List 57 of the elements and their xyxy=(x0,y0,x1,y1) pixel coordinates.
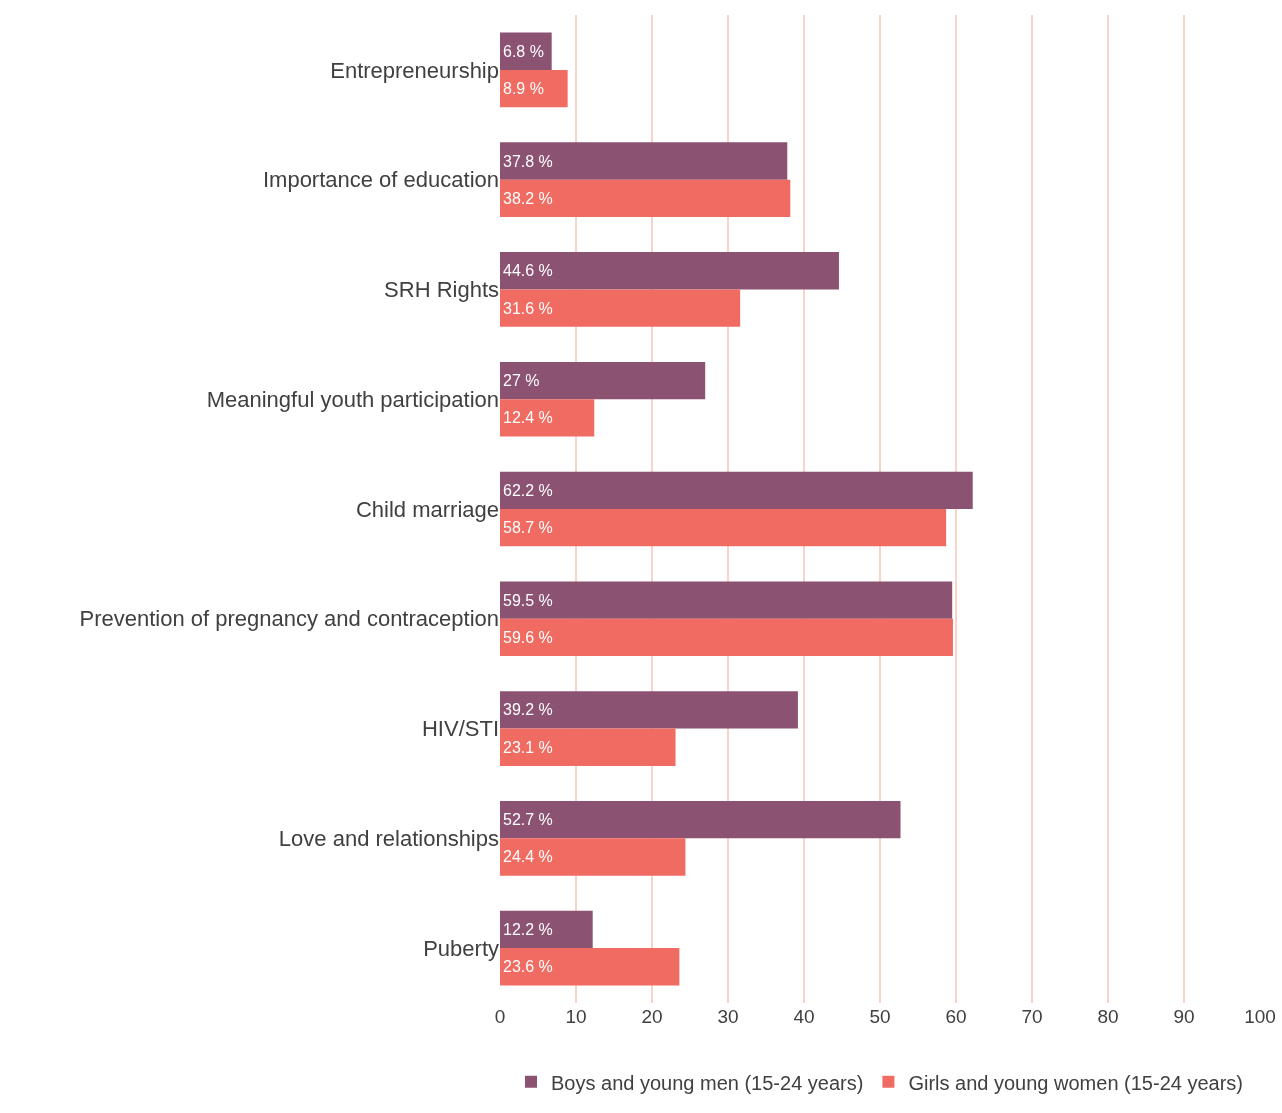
y-tick-label: Love and relationships xyxy=(278,826,499,852)
data-label: 12.4 % xyxy=(503,409,553,427)
y-tick-label: Meaningful youth participation xyxy=(206,386,499,412)
data-label: 59.6 % xyxy=(503,628,553,646)
x-tick-label: 30 xyxy=(717,1006,739,1027)
x-tick-label: 10 xyxy=(565,1006,587,1027)
data-label: 8.9 % xyxy=(503,80,544,98)
x-tick-label: 100 xyxy=(1244,1006,1276,1027)
bar xyxy=(500,948,680,986)
data-label: 59.5 % xyxy=(503,591,553,609)
y-tick-label: Importance of education xyxy=(262,167,499,193)
bar xyxy=(500,910,593,949)
y-tick-label: HIV/STI xyxy=(421,716,499,742)
x-tick-label: 80 xyxy=(1097,1006,1119,1027)
data-label: 44.6 % xyxy=(503,262,553,280)
bar xyxy=(500,289,741,327)
x-tick-label: 90 xyxy=(1173,1006,1195,1027)
bar xyxy=(500,142,788,180)
bar xyxy=(500,509,947,547)
bar xyxy=(500,179,791,217)
bar xyxy=(500,471,973,509)
bar xyxy=(500,838,686,876)
data-label: 24.4 % xyxy=(503,848,553,866)
data-label: 52.7 % xyxy=(503,811,553,829)
data-label: 58.7 % xyxy=(503,519,553,537)
data-label: 39.2 % xyxy=(503,701,553,719)
data-label: 12.2 % xyxy=(503,920,553,938)
data-label: 31.6 % xyxy=(503,299,553,317)
bar xyxy=(500,581,953,619)
data-label: 37.8 % xyxy=(503,152,553,170)
legend-label: Girls and young women (15-24 years) xyxy=(908,1071,1244,1094)
bar xyxy=(500,69,568,108)
bar xyxy=(500,252,839,290)
bar xyxy=(500,399,595,437)
data-label: 6.8 % xyxy=(503,42,544,60)
data-label: 27 % xyxy=(503,372,540,390)
bar xyxy=(500,728,676,766)
x-tick-label: 40 xyxy=(793,1006,815,1027)
y-tick-label: Puberty xyxy=(423,935,499,961)
bar xyxy=(500,691,798,729)
x-tick-label: 20 xyxy=(641,1006,663,1027)
x-tick-label: 0 xyxy=(494,1006,506,1027)
y-tick-label: SRH Rights xyxy=(384,277,499,303)
data-label: 62.2 % xyxy=(503,481,553,499)
x-tick-label: 50 xyxy=(869,1006,891,1027)
bar xyxy=(500,361,706,400)
x-tick-label: 60 xyxy=(945,1006,967,1027)
data-label: 23.1 % xyxy=(503,738,553,756)
legend-label: Boys and young men (15-24 years) xyxy=(551,1071,864,1094)
y-tick-label: Entrepreneurship xyxy=(330,57,499,83)
bar xyxy=(500,618,953,657)
y-tick-label: Prevention of pregnancy and contraception xyxy=(79,606,499,632)
bar xyxy=(500,801,901,839)
data-label: 38.2 % xyxy=(503,189,553,207)
y-tick-label: Child marriage xyxy=(355,496,499,522)
data-label: 23.6 % xyxy=(503,958,553,976)
x-tick-label: 70 xyxy=(1021,1006,1043,1027)
